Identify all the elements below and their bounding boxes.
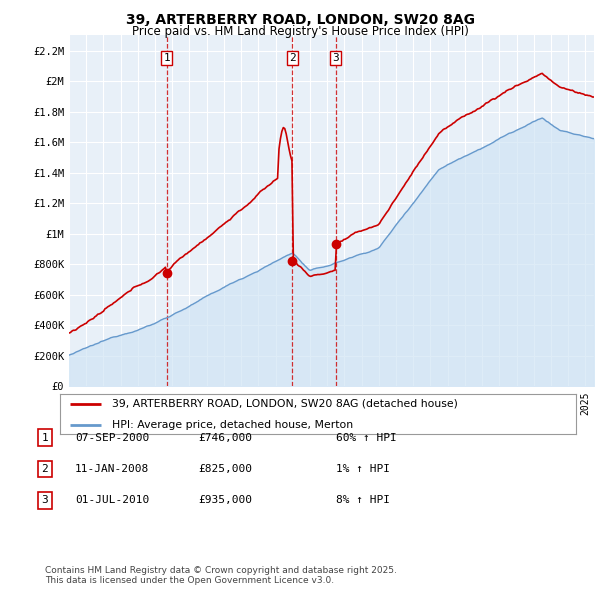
Text: £746,000: £746,000 [198,433,252,442]
Text: £825,000: £825,000 [198,464,252,474]
Text: 8% ↑ HPI: 8% ↑ HPI [336,496,390,505]
Text: 1: 1 [163,53,170,63]
Text: 60% ↑ HPI: 60% ↑ HPI [336,433,397,442]
Text: 3: 3 [41,496,49,505]
Text: 3: 3 [332,53,339,63]
Text: 07-SEP-2000: 07-SEP-2000 [75,433,149,442]
Text: £935,000: £935,000 [198,496,252,505]
Text: 2: 2 [41,464,49,474]
Text: 1% ↑ HPI: 1% ↑ HPI [336,464,390,474]
Text: 39, ARTERBERRY ROAD, LONDON, SW20 8AG: 39, ARTERBERRY ROAD, LONDON, SW20 8AG [125,13,475,27]
Text: 01-JUL-2010: 01-JUL-2010 [75,496,149,505]
Text: 39, ARTERBERRY ROAD, LONDON, SW20 8AG (detached house): 39, ARTERBERRY ROAD, LONDON, SW20 8AG (d… [112,399,457,408]
Text: HPI: Average price, detached house, Merton: HPI: Average price, detached house, Mert… [112,420,353,430]
Text: Price paid vs. HM Land Registry's House Price Index (HPI): Price paid vs. HM Land Registry's House … [131,25,469,38]
Text: 11-JAN-2008: 11-JAN-2008 [75,464,149,474]
Text: 2: 2 [289,53,296,63]
Text: Contains HM Land Registry data © Crown copyright and database right 2025.
This d: Contains HM Land Registry data © Crown c… [45,566,397,585]
Text: 1: 1 [41,433,49,442]
